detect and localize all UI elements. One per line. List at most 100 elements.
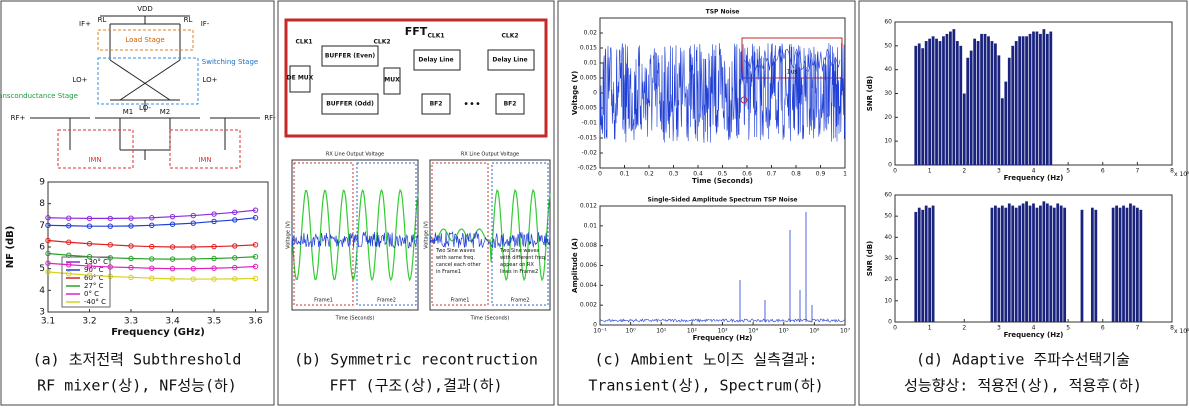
frame-label: Frame1	[451, 298, 470, 304]
y-tick-label: -0.015	[578, 135, 598, 142]
x-tick-label: 0.7	[767, 171, 777, 178]
bar	[1032, 31, 1035, 166]
bar	[1139, 209, 1143, 322]
y-tick-label: 0.005	[580, 75, 597, 82]
plot-title: RX Line Output Voltage	[461, 152, 519, 158]
circuit-label: RL	[98, 16, 107, 24]
circuit-label: LO+	[72, 76, 87, 84]
bar	[980, 33, 983, 165]
nf-marker	[169, 276, 176, 282]
y-tick-label: 0.01	[584, 60, 598, 67]
bar	[990, 41, 994, 165]
x-tick-label: 6	[1101, 168, 1105, 175]
bar	[1049, 205, 1053, 322]
x-tick-label: 10⁴	[748, 328, 759, 335]
bar	[945, 33, 949, 165]
plot-frame	[599, 205, 846, 326]
block	[421, 93, 451, 115]
bar	[987, 36, 990, 165]
nf-marker	[232, 276, 238, 282]
x-tick-label: 10⁵	[779, 328, 790, 335]
nf-marker	[190, 220, 196, 226]
waveform	[291, 188, 419, 282]
plot-title: Single-Sided Amplitude Spectrum TSP Nois…	[647, 197, 797, 204]
nf-marker	[190, 212, 196, 219]
circuit-label: RF-	[264, 114, 276, 122]
y-axis-label: Amplitude (A)	[571, 238, 579, 293]
bar	[1094, 209, 1098, 322]
nf-marker	[149, 275, 155, 281]
caption: (c) Ambient 노이즈 실측결과:	[594, 351, 817, 369]
bar	[976, 41, 980, 165]
bar	[1135, 207, 1139, 322]
x-tick-label: 4	[1032, 325, 1036, 332]
panel-border	[858, 0, 1188, 406]
x-axis-label: Frequency (Hz)	[693, 334, 753, 342]
x-tick-label: 0.9	[816, 171, 826, 178]
nf-marker	[190, 244, 196, 250]
bar	[1035, 31, 1039, 166]
nf-marker	[86, 272, 93, 278]
bar	[1039, 205, 1042, 322]
bar	[983, 33, 987, 165]
x-axis-label: Frequency (GHz)	[111, 327, 205, 338]
nf-marker	[232, 243, 238, 249]
nf-marker	[107, 215, 113, 222]
bar	[990, 207, 994, 322]
block-label: Delay Line	[492, 57, 527, 64]
x-tick-label: 0.5	[718, 171, 728, 178]
x-tick-label: 1	[928, 325, 932, 332]
y-tick-label: 10	[884, 138, 892, 145]
y-axis-label: SNR (dB)	[866, 241, 874, 276]
circuit-wires	[30, 15, 260, 160]
caption: (a) 초저전력 Subthreshold	[33, 351, 242, 369]
y-tick-label: 4	[39, 286, 45, 296]
bar	[1025, 201, 1028, 322]
bar	[938, 41, 942, 165]
bar	[966, 57, 970, 165]
bar	[1000, 98, 1004, 165]
x-tick-label: 1	[843, 171, 847, 178]
y-tick-label: 0.012	[580, 203, 597, 210]
bar	[1000, 205, 1004, 322]
block-label: BF2	[430, 101, 443, 108]
x-tick-label: 10²	[687, 328, 698, 335]
x-axis-label: Time (Seconds)	[692, 177, 753, 185]
y-tick-label: -0.005	[578, 105, 598, 112]
y-tick-label: 30	[884, 90, 892, 97]
legend-label: 0° C	[84, 290, 99, 298]
circuit-label: Load Stage	[125, 36, 164, 44]
nf-marker	[232, 209, 238, 216]
circuit-label: Transconductance Stage	[0, 92, 78, 100]
nf-marker	[128, 243, 134, 249]
bar	[1111, 207, 1115, 322]
x-tick-label: 0.4	[693, 171, 703, 178]
x-tick-label: 1	[928, 168, 932, 175]
x-scale-label: x 10⁵	[1174, 328, 1189, 335]
bar	[917, 207, 921, 322]
block	[487, 49, 535, 71]
bar	[928, 38, 932, 165]
x-tick-label: 10⁶	[809, 328, 820, 335]
nf-line	[47, 252, 256, 260]
waveform	[429, 188, 551, 282]
x-tick-label: 0	[598, 171, 602, 178]
y-tick-label: 40	[884, 234, 892, 241]
y-tick-label: 30	[884, 255, 892, 262]
y-tick-label: 0.004	[580, 282, 597, 289]
nf-marker	[232, 255, 238, 261]
x-tick-label: 0.2	[644, 171, 654, 178]
y-axis-label: SNR (dB)	[866, 76, 874, 111]
bar	[1042, 201, 1046, 322]
bar	[1011, 45, 1015, 166]
circuit-label: IMN	[198, 156, 211, 164]
x-tick-label: 2	[962, 168, 966, 175]
x-scale-label: x 10⁵	[1174, 171, 1189, 178]
nf-marker	[45, 250, 51, 257]
block	[413, 49, 461, 71]
bar	[1004, 81, 1008, 165]
y-tick-label: 0.002	[580, 302, 597, 309]
bar	[994, 43, 997, 166]
block-label: BUFFER (Odd)	[326, 101, 374, 108]
nf-marker	[128, 274, 134, 281]
